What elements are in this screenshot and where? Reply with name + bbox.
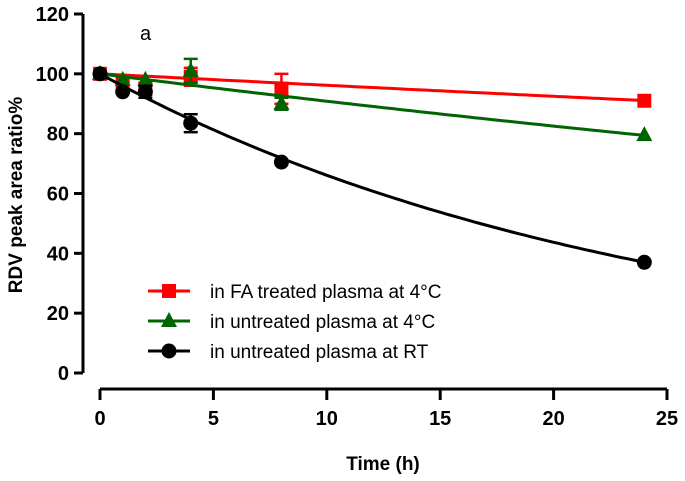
data-point	[636, 254, 652, 270]
axes: 0 20 40 60 80 100 120 0 5 10 15 20 25	[36, 4, 679, 430]
fit-line-0	[99, 72, 645, 103]
y-tick-label: 0	[58, 363, 69, 385]
x-tick-label: 20	[542, 408, 564, 430]
data-point	[115, 84, 131, 100]
x-tick-label: 25	[656, 408, 678, 430]
data-point	[114, 70, 131, 86]
legend-label: in FA treated plasma at 4°C	[210, 282, 442, 303]
legend: in FA treated plasma at 4°C in untreated …	[148, 282, 442, 363]
data-point	[183, 115, 199, 131]
y-tick-label: 120	[36, 4, 69, 26]
x-tick-label: 5	[208, 408, 219, 430]
legend-label: in untreated plasma at RT	[210, 342, 429, 363]
x-tick-label: 0	[94, 408, 105, 430]
y-tick-label: 40	[47, 243, 69, 265]
x-tick-label: 15	[429, 408, 451, 430]
y-tick-label: 60	[47, 184, 69, 206]
data-point	[636, 126, 653, 142]
y-axis-label: RDV peak area ratio%	[6, 97, 27, 294]
data-point	[182, 61, 199, 77]
data-point	[92, 66, 108, 82]
y-tick-label: 80	[47, 124, 69, 146]
data-point	[274, 81, 289, 96]
legend-marker	[161, 312, 177, 327]
legend-marker	[161, 343, 177, 359]
fit-line-2	[99, 72, 645, 264]
x-axis-label: Time (h)	[346, 454, 420, 475]
x-tick-label: 10	[316, 408, 338, 430]
annotation-a: a	[140, 23, 152, 45]
y-tick-label: 20	[47, 303, 69, 325]
legend-label: in untreated plasma at 4°C	[210, 312, 435, 333]
data-point	[137, 84, 153, 100]
y-tick-label: 100	[36, 64, 69, 86]
data-point	[137, 70, 154, 86]
fit-line-1	[99, 72, 645, 137]
data-point	[273, 94, 290, 110]
data-point	[273, 154, 289, 170]
legend-marker	[162, 284, 176, 298]
data-point	[637, 93, 652, 108]
marks	[92, 57, 653, 270]
